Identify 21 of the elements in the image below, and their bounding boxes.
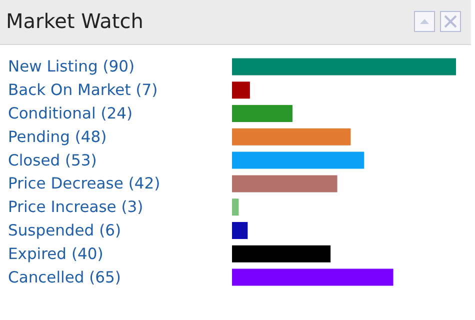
y-tick-label: Price Increase (3) xyxy=(8,198,144,216)
bar xyxy=(232,175,338,192)
bar xyxy=(232,105,292,122)
y-tick-label: Expired (40) xyxy=(8,244,104,263)
y-tick-label: Price Decrease (42) xyxy=(8,174,160,193)
y-tick-label: New Listing (90) xyxy=(8,58,135,76)
chart-title: Market Watch xyxy=(6,9,144,33)
bar xyxy=(232,198,239,216)
bar xyxy=(232,268,394,286)
bar xyxy=(232,245,331,262)
bar xyxy=(232,82,250,99)
y-tick-label: Closed (53) xyxy=(8,151,97,170)
y-tick-label: Conditional (24) xyxy=(8,104,133,122)
bar xyxy=(232,222,248,239)
y-tick-label: Cancelled (65) xyxy=(8,268,121,286)
y-tick-label: Pending (48) xyxy=(8,128,107,146)
bar xyxy=(232,128,351,146)
bar xyxy=(232,152,364,169)
y-tick-label: Suspended (6) xyxy=(8,222,122,240)
bar xyxy=(232,58,456,76)
y-tick-label: Back On Market (7) xyxy=(8,81,158,100)
